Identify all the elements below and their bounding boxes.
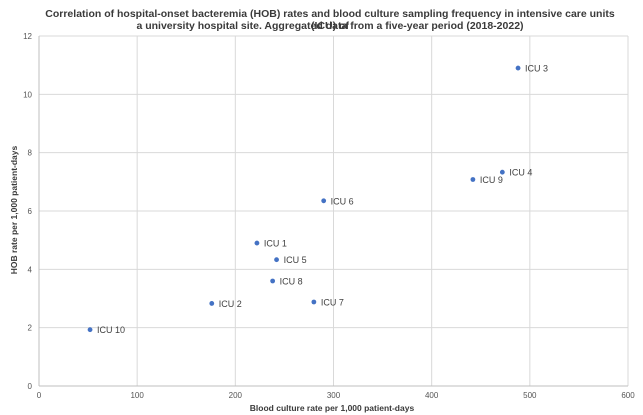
data-point [254, 240, 260, 246]
y-tick-label: 0 [28, 382, 33, 391]
y-axis-title: HOB rate per 1,000 patient-days [9, 145, 19, 274]
data-point [270, 278, 276, 284]
data-point-label: ICU 2 [219, 299, 242, 309]
y-tick-label: 10 [23, 90, 32, 99]
axes [38, 36, 628, 387]
data-point [274, 257, 279, 263]
y-tick-label: 6 [28, 207, 33, 216]
chart-title-line-1: Correlation of hospital-onset bacteremia… [45, 8, 615, 32]
data-point-label: ICU 8 [280, 277, 303, 287]
y-tick-label: 2 [28, 324, 33, 333]
data-point [311, 299, 317, 305]
data-point-label: ICU 3 [525, 64, 548, 74]
data-point-label: ICU 6 [331, 196, 354, 206]
data-point [515, 65, 521, 71]
data-point [209, 301, 215, 306]
y-tick-label: 8 [28, 149, 33, 158]
x-tick-label: 0 [37, 391, 42, 400]
x-tick-label: 500 [523, 391, 537, 400]
data-point-label: ICU 10 [97, 325, 125, 335]
x-axis-title: Blood culture rate per 1,000 patient-day… [250, 403, 415, 413]
x-tick-label: 300 [327, 391, 341, 400]
data-point-label: ICU 1 [264, 239, 287, 249]
chart-title-line-2: a university hospital site. Aggregated d… [136, 20, 524, 32]
x-tick-label: 200 [229, 391, 243, 400]
data-point-label: ICU 9 [480, 175, 503, 185]
data-point-label: ICU 4 [509, 168, 532, 178]
data-point [470, 177, 476, 182]
tick-labels: 0 100 200 300 400 500 600 0 2 4 6 8 10 12 [23, 32, 635, 400]
data-points: ICU 1 ICU 2 ICU 3 ICU 4 ICU 5 ICU 6 ICU 7 ICU 8… [87, 64, 548, 335]
y-tick-label: 12 [23, 32, 32, 41]
data-point-label: ICU 7 [321, 298, 344, 308]
data-point-label: ICU 5 [284, 255, 307, 265]
y-tick-label: 4 [28, 265, 33, 274]
x-tick-label: 600 [621, 391, 635, 400]
data-point [87, 327, 93, 333]
x-tick-label: 400 [425, 391, 439, 400]
x-tick-label: 100 [130, 391, 144, 400]
grid-lines [38, 35, 629, 387]
data-point [499, 169, 505, 175]
data-point [321, 198, 327, 204]
